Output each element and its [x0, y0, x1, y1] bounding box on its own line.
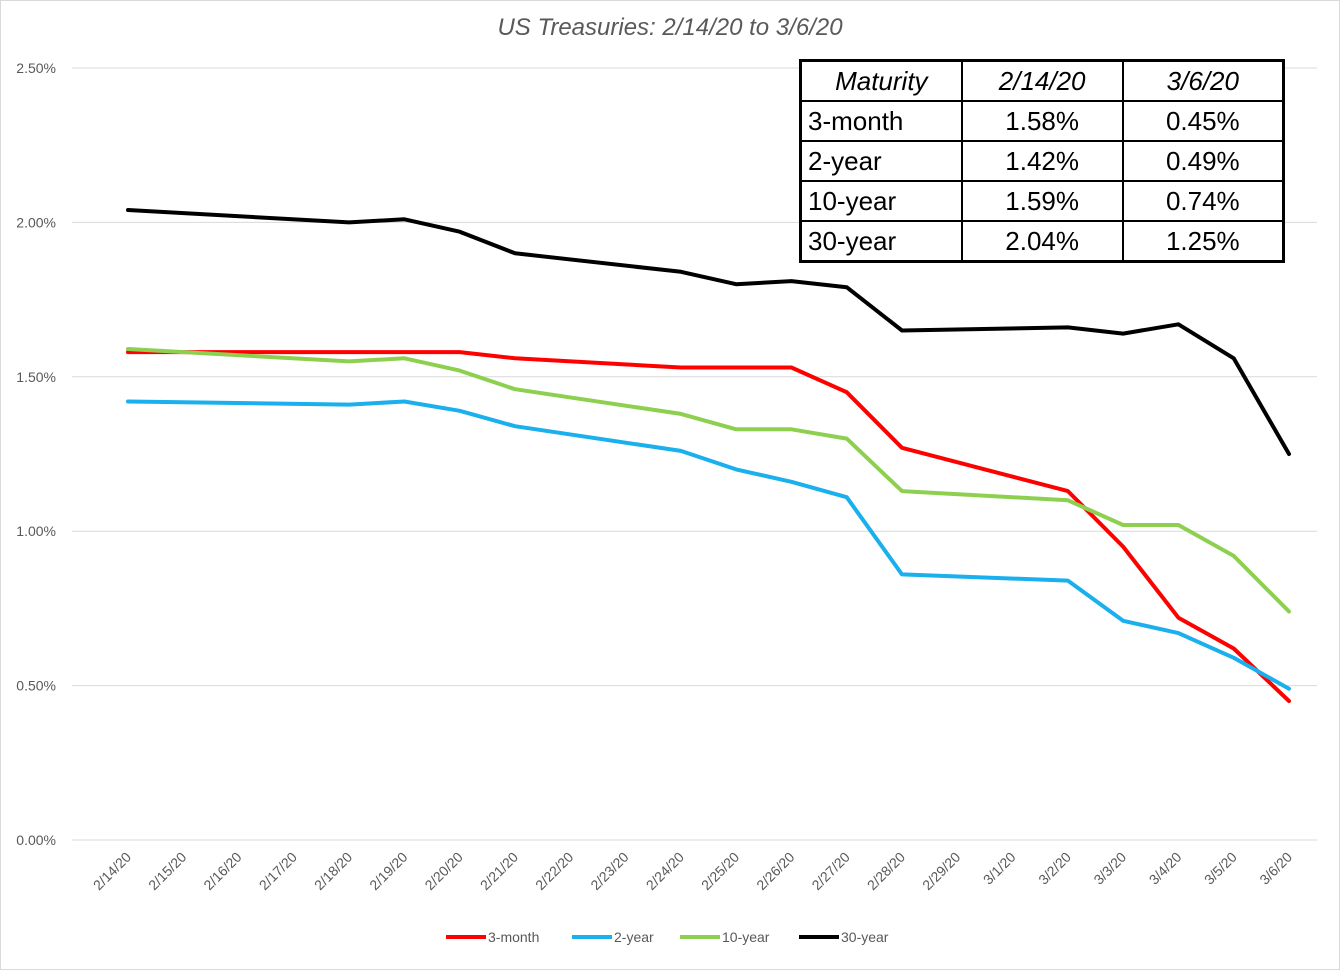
- legend-label: 10-year: [722, 929, 770, 945]
- yield-table: Maturity 2/14/20 3/6/20 3-month 1.58% 0.…: [799, 59, 1285, 263]
- y-tick-label: 0.50%: [16, 678, 56, 694]
- y-tick-label: 0.00%: [16, 832, 56, 848]
- table-cell: 1.42%: [960, 140, 1124, 182]
- table-cell: 0.74%: [1121, 180, 1285, 222]
- y-tick-label: 1.00%: [16, 523, 56, 539]
- table-cell: 2-year: [799, 140, 963, 182]
- y-tick-label: 2.50%: [16, 60, 56, 76]
- table-cell: 1.58%: [960, 100, 1124, 142]
- x-tick-label: 3/2/20: [1035, 849, 1074, 888]
- x-tick-label: 2/14/20: [90, 849, 134, 893]
- series-lines: [126, 208, 1291, 703]
- chart-title: US Treasuries: 2/14/20 to 3/6/20: [497, 14, 843, 41]
- x-tick-label: 3/4/20: [1146, 849, 1185, 888]
- table-row: 3-month 1.58% 0.45%: [799, 100, 1285, 142]
- x-tick-label: 2/24/20: [643, 849, 687, 893]
- x-tick-label: 3/1/20: [980, 849, 1019, 888]
- x-tick-label: 2/18/20: [311, 849, 355, 893]
- x-tick-label: 2/21/20: [477, 849, 521, 893]
- table-row: 10-year 1.59% 0.74%: [799, 180, 1285, 222]
- x-tick-label: 3/5/20: [1201, 849, 1240, 888]
- legend-label: 3-month: [488, 929, 539, 945]
- legend: 3-month 2-year 10-year 30-year: [446, 929, 889, 945]
- series-line-10-year: [126, 347, 1291, 614]
- series-line-3-month: [126, 350, 1291, 703]
- table-header-cell: 3/6/20: [1121, 59, 1285, 102]
- table-row: 30-year 2.04% 1.25%: [799, 220, 1285, 263]
- table-header-cell: Maturity: [799, 59, 963, 102]
- x-tick-label: 2/23/20: [587, 849, 631, 893]
- table-cell: 2.04%: [960, 220, 1124, 263]
- legend-label: 30-year: [841, 929, 889, 945]
- table-cell: 1.25%: [1121, 220, 1285, 263]
- table-cell: 10-year: [799, 180, 963, 222]
- x-tick-label: 2/20/20: [421, 849, 465, 893]
- x-tick-label: 2/22/20: [532, 849, 576, 893]
- table-cell: 0.45%: [1121, 100, 1285, 142]
- x-tick-label: 2/28/20: [864, 849, 908, 893]
- x-tick-label: 2/29/20: [919, 849, 963, 893]
- x-axis-ticks: 2/14/20 2/15/20 2/16/20 2/17/20 2/18/20 2/19/…: [90, 849, 1295, 893]
- x-tick-label: 3/6/20: [1256, 849, 1295, 888]
- y-axis-ticks: 0.00% 0.50% 1.00% 1.50% 2.00% 2.50%: [16, 60, 56, 848]
- table-cell: 0.49%: [1121, 140, 1285, 182]
- x-tick-label: 2/19/20: [366, 849, 410, 893]
- y-tick-label: 1.50%: [16, 369, 56, 385]
- y-tick-label: 2.00%: [16, 214, 56, 230]
- x-tick-label: 2/17/20: [256, 849, 300, 893]
- table-header-cell: 2/14/20: [960, 59, 1124, 102]
- legend-label: 2-year: [614, 929, 654, 945]
- table-row: 2-year 1.42% 0.49%: [799, 140, 1285, 182]
- series-line-2-year: [126, 399, 1291, 691]
- x-tick-label: 2/26/20: [753, 849, 797, 893]
- table-cell: 1.59%: [960, 180, 1124, 222]
- x-tick-label: 2/15/20: [145, 849, 189, 893]
- x-tick-label: 2/25/20: [698, 849, 742, 893]
- series-line-30-year: [126, 208, 1291, 456]
- table-cell: 30-year: [799, 220, 963, 263]
- x-tick-label: 2/16/20: [200, 849, 244, 893]
- table-cell: 3-month: [799, 100, 963, 142]
- x-tick-label: 2/27/20: [808, 849, 852, 893]
- table-header-row: Maturity 2/14/20 3/6/20: [799, 59, 1285, 102]
- x-tick-label: 3/3/20: [1090, 849, 1129, 888]
